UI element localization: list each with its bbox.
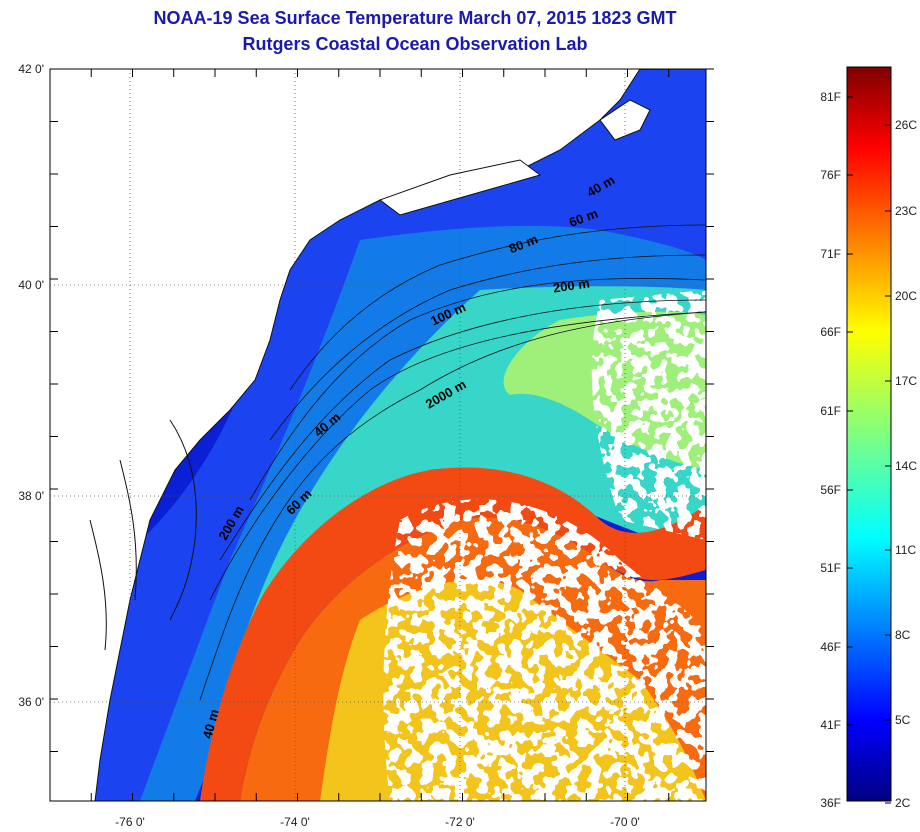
contour-label: 200 m (552, 276, 591, 296)
longitude-label: -74 0' (280, 815, 310, 829)
axis-ticks (49, 68, 714, 801)
latitude-label: 42 0' (18, 62, 44, 76)
longitude-labels: -76 0' -74 0' -72 0' -70 0' (115, 815, 640, 829)
colorbar-label-c: 20C (895, 289, 917, 303)
latitude-label: 38 0' (18, 489, 44, 503)
colorbar-celsius-labels: 26C 23C 20C 17C 14C 11C 8C 5C 2C (895, 118, 917, 810)
longitude-label: -76 0' (115, 815, 145, 829)
colorbar-label-f: 41F (820, 718, 841, 732)
latitude-label: 36 0' (18, 695, 44, 709)
colorbar-label-f: 36F (820, 796, 841, 810)
latitude-labels: 42 0' 40 0' 38 0' 36 0' (18, 62, 44, 709)
colorbar-label-c: 14C (895, 459, 917, 473)
contour-label: 40 m (200, 708, 222, 741)
colorbar-label-c: 5C (895, 713, 911, 727)
colorbar-ticks (847, 96, 891, 804)
colorbar-label-c: 17C (895, 374, 917, 388)
colorbar-label-f: 81F (820, 90, 841, 104)
longitude-label: -70 0' (610, 815, 640, 829)
sst-field (50, 69, 706, 801)
colorbar-label-c: 11C (895, 543, 916, 557)
colorbar-label-f: 66F (820, 325, 841, 339)
chart-subtitle: Rutgers Coastal Ocean Observation Lab (242, 34, 588, 54)
colorbar-label-f: 71F (820, 247, 841, 261)
chart-title: NOAA-19 Sea Surface Temperature March 07… (153, 8, 677, 28)
colorbar-label-f: 76F (820, 168, 841, 182)
colorbar-label-c: 8C (895, 628, 911, 642)
map-gridlines (50, 69, 706, 801)
colorbar-label-f: 56F (820, 483, 841, 497)
colorbar-label-c: 23C (895, 204, 917, 218)
colorbar-label-f: 61F (820, 404, 841, 418)
colorbar-label-f: 46F (820, 640, 841, 654)
longitude-label: -72 0' (445, 815, 475, 829)
colorbar (846, 66, 892, 802)
colorbar-label-f: 51F (820, 561, 841, 575)
colorbar-label-c: 2C (895, 796, 911, 810)
colorbar-fahrenheit-labels: 81F 76F 71F 66F 61F 56F 51F 46F 41F 36F (820, 90, 841, 810)
plot-frame (49, 68, 707, 802)
latitude-label: 40 0' (18, 278, 44, 292)
bathymetry-contours (199, 224, 706, 701)
colorbar-label-c: 26C (895, 118, 917, 132)
